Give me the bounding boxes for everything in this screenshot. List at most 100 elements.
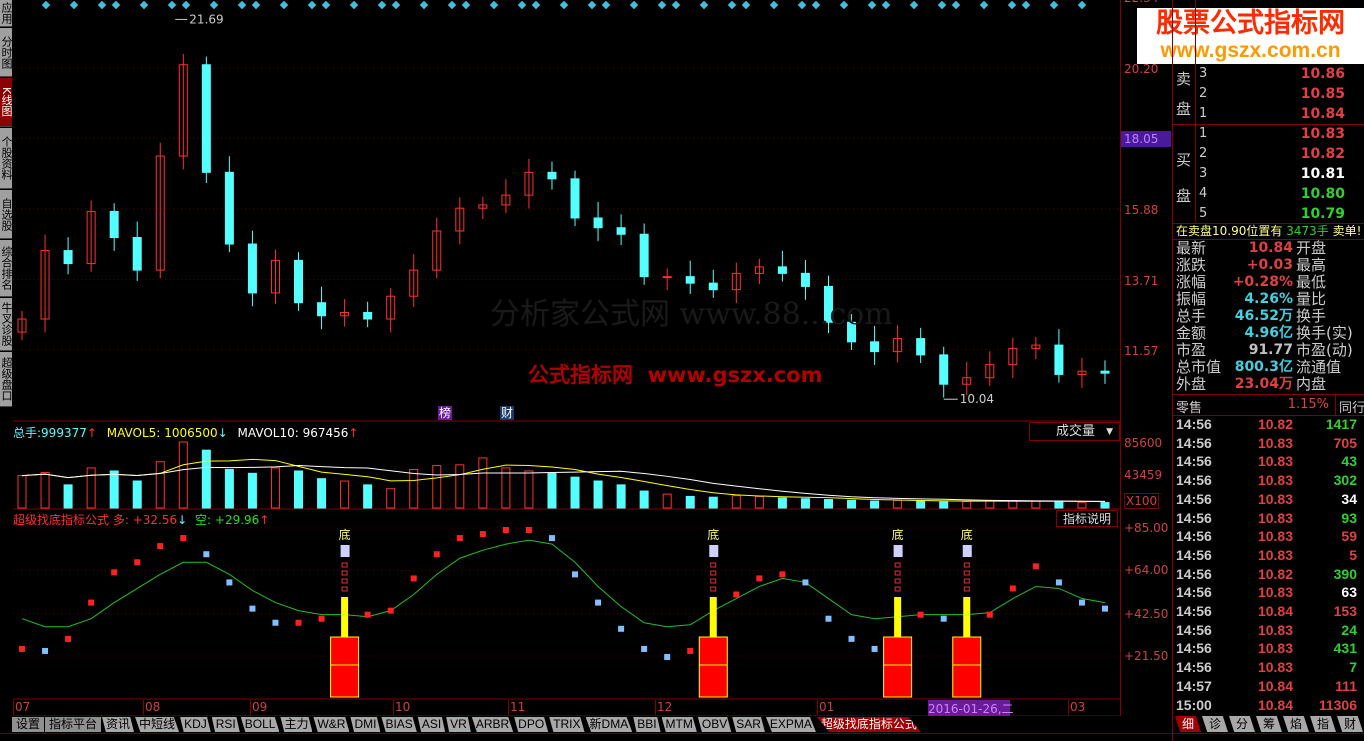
arrow-up-icon: ↑ [348, 426, 359, 440]
long-marker [1032, 563, 1039, 570]
indicator-dropdown[interactable]: 成交量 ▼ [1029, 422, 1120, 441]
left-tab-0[interactable]: 应用 [0, 0, 12, 27]
indicator-tab-2[interactable]: 资讯 [102, 717, 135, 732]
indicator-tab-11[interactable]: ASI [417, 717, 446, 732]
candle [17, 310, 27, 341]
indicator-tab-12[interactable]: VR [446, 717, 471, 732]
indicator-tab-10[interactable]: BIAS [381, 717, 417, 732]
long-marker [387, 607, 394, 614]
long-marker [42, 647, 49, 654]
candle [847, 314, 857, 350]
volume-axis-label: 43459 [1124, 468, 1163, 482]
indicator-tab-1[interactable]: 指标平台 [45, 717, 102, 732]
top-marker-diamond [167, 0, 177, 10]
orderbook-divider [1173, 124, 1364, 125]
right-tab-6[interactable]: 财 [1337, 716, 1363, 732]
stat-label-2: 换手 [1296, 307, 1327, 325]
candle-body [662, 276, 672, 279]
top-marker-diamond [41, 0, 51, 10]
volume-bar [455, 464, 465, 509]
indicator-tab-8[interactable]: W&R [313, 717, 350, 732]
candle [1008, 337, 1018, 379]
indicator-tab-20[interactable]: SAR [732, 717, 765, 732]
right-tab-0[interactable]: 细 [1175, 716, 1201, 732]
top-marker-diamond [97, 0, 107, 10]
date-tick: 08 [143, 700, 161, 715]
stat-label-2: 换手(实) [1296, 324, 1353, 342]
candle-body [386, 295, 396, 320]
right-tab-2[interactable]: 分 [1229, 716, 1255, 732]
left-tab-4[interactable]: 自选股 [0, 190, 12, 239]
candle-body [639, 233, 649, 278]
right-tab-4[interactable]: 焰 [1283, 716, 1309, 732]
candle [178, 53, 188, 170]
candle-body [86, 210, 96, 265]
indicator-tab-4[interactable]: KDJ [180, 717, 211, 732]
long-marker [917, 611, 924, 618]
top-marker-diamond [209, 0, 219, 10]
long-marker [364, 611, 371, 618]
candle-body [708, 282, 718, 291]
left-tab-7[interactable]: 超级盘口 [0, 352, 12, 407]
volume-bar [201, 449, 211, 509]
right-tab-5[interactable]: 指 [1310, 716, 1336, 732]
right-tab-1[interactable]: 诊 [1202, 716, 1228, 732]
stat-label-2: 最高 [1296, 256, 1327, 274]
indicator-tab-14[interactable]: DPO [514, 717, 549, 732]
event-marker-rank[interactable]: 榜 [438, 406, 452, 420]
candle [916, 327, 926, 364]
indicator-tab-22[interactable]: 超级找底指标公式 [816, 717, 921, 732]
indicator-tab-9[interactable]: DMI [350, 717, 381, 732]
tick-time: 14:56 [1176, 434, 1212, 451]
left-vertical-tabs: 应用 分时图 K线图 个股资料 自选股 综合排名 牛叉诊股 超级盘口 [0, 0, 13, 716]
signal-label: 底 [339, 527, 351, 542]
left-tab-2[interactable]: K线图 [0, 78, 12, 127]
kline-chart[interactable]: 21.69 10.04 底 底 底 底 [13, 0, 1120, 716]
orderbook-divider [1195, 0, 1196, 222]
left-tab-1[interactable]: 分时图 [0, 28, 12, 77]
sell-level: 3 [1199, 66, 1208, 81]
buy-price: 10.79 [1300, 206, 1345, 222]
indicator-tab-16[interactable]: 新DMA [585, 717, 633, 732]
indicator-tab-21[interactable]: EXPMA [765, 717, 816, 732]
indicator-tab-18[interactable]: MTM [661, 717, 697, 732]
volume-bar [593, 480, 603, 509]
volume-bar [1008, 500, 1018, 509]
sell-level: 1 [1199, 106, 1208, 121]
date-tick: 12 [655, 700, 673, 715]
indicator-tab-6[interactable]: BOLL [240, 717, 280, 732]
indicator-help-button[interactable]: 指标说明 [1056, 510, 1118, 527]
candle [800, 260, 810, 300]
signal-dot [341, 570, 348, 576]
tick-time: 15:00 [1176, 696, 1212, 713]
indicator-tab-15[interactable]: TRIX [549, 717, 585, 732]
notice-qty: 3473手 [1286, 224, 1329, 238]
volume-bar [524, 470, 534, 509]
indicator-tab-7[interactable]: 主力 [280, 717, 313, 732]
candle [317, 286, 327, 330]
top-marker-diamond [279, 0, 289, 10]
indicator-tab-13[interactable]: ARBR [471, 717, 514, 732]
bottom-signal: 底 [883, 527, 913, 698]
indicator-tab-0[interactable]: 设置 [12, 717, 45, 732]
left-tab-5[interactable]: 综合排名 [0, 240, 12, 297]
event-marker-finance[interactable]: 财 [500, 406, 514, 420]
left-tab-3[interactable]: 个股资料 [0, 128, 12, 189]
top-marker-diamond [517, 0, 527, 10]
indicator-tab-17[interactable]: BBI [633, 717, 661, 732]
stat-value: 4.26% [1244, 291, 1293, 307]
indicator-tab-19[interactable]: OBV [697, 717, 732, 732]
volume-bar [662, 493, 672, 509]
indicator-tab-3[interactable]: 中短线 [135, 717, 180, 732]
faint-watermark: 分析家公式网 www.88...com [490, 297, 893, 332]
volume-bar [639, 490, 649, 509]
left-tab-6[interactable]: 牛叉诊股 [0, 298, 12, 351]
mid-watermark-title: 公式指标网 [528, 363, 633, 387]
stat-value: 4.96亿 [1244, 325, 1293, 341]
right-tab-3[interactable]: 筹 [1256, 716, 1282, 732]
top-marker-diamond [321, 0, 331, 10]
candle-body [1077, 370, 1087, 375]
indicator-tab-5[interactable]: RSI [211, 717, 240, 732]
candle [63, 237, 73, 275]
price-axis-label: 11.57 [1124, 344, 1159, 358]
